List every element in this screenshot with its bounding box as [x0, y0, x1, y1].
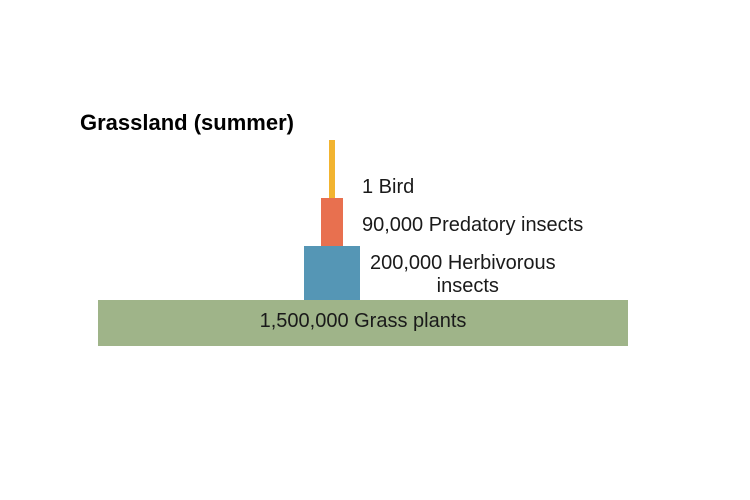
bar-bird [329, 140, 335, 198]
bar-herbivorous-insects [304, 246, 360, 300]
label-bird: 1 Bird [362, 176, 414, 199]
label-herbivorous-insects: 200,000 Herbivorous insects [370, 252, 556, 298]
label-predatory-insects: 90,000 Predatory insects [362, 214, 583, 237]
label-grass-plants: 1,500,000 Grass plants [98, 310, 628, 333]
diagram-stage: Grassland (summer) 1 Bird 90,000 Predato… [0, 0, 750, 500]
bar-grass-plants: 1,500,000 Grass plants [98, 300, 628, 346]
bar-predatory-insects [321, 198, 343, 246]
diagram-title: Grassland (summer) [80, 110, 294, 136]
